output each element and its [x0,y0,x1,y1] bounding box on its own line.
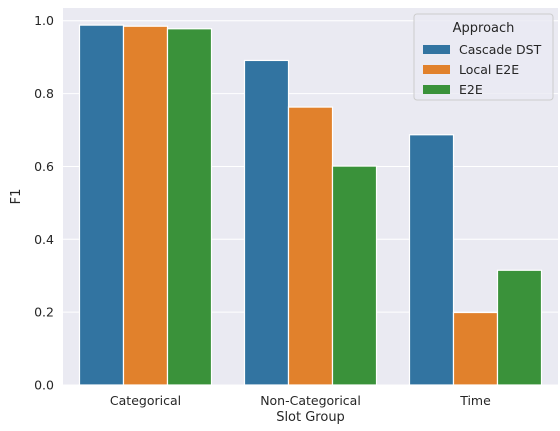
bar-cascade-dst-time [408,134,455,386]
x-tick-label: Time [459,393,491,408]
y-tick-label: 0.2 [34,305,54,320]
y-axis-ticks: 0.0 0.2 0.4 0.6 0.8 1.0 [34,13,54,392]
bar-cascade-dst-categorical [78,24,125,386]
y-axis-title: F1 [9,189,24,205]
x-tick-label: Categorical [110,393,181,408]
legend: Approach Cascade DST Local E2E E2E [413,13,554,101]
y-tick-label: 1.0 [34,13,54,28]
y-tick-label: 0.8 [34,86,54,101]
bars [78,24,543,386]
legend-label: E2E [459,82,483,97]
y-tick-label: 0.6 [34,159,54,174]
x-axis-title: Slot Group [276,410,345,425]
legend-swatch [423,65,450,74]
legend-label: Cascade DST [459,42,542,57]
legend-box [413,13,554,101]
legend-label: Local E2E [459,62,519,77]
x-tick-label: Non-Categorical [260,393,361,408]
legend-swatch [423,85,450,94]
bar-e2e-non-categorical [331,165,378,386]
bar-local-e2e-non-categorical [287,106,334,386]
legend-title: Approach [453,21,515,36]
legend-items: Cascade DST Local E2E E2E [423,42,542,97]
bar-cascade-dst-non-categorical [243,59,290,386]
legend-swatch [423,45,450,54]
x-axis-ticks: Categorical Non-Categorical Time [110,393,491,408]
y-tick-label: 0.4 [34,232,54,247]
bar-e2e-categorical [166,28,213,386]
bar-local-e2e-categorical [122,25,169,386]
bar-local-e2e-time [452,311,499,386]
y-tick-label: 0.0 [34,378,54,393]
bar-e2e-time [496,269,543,386]
